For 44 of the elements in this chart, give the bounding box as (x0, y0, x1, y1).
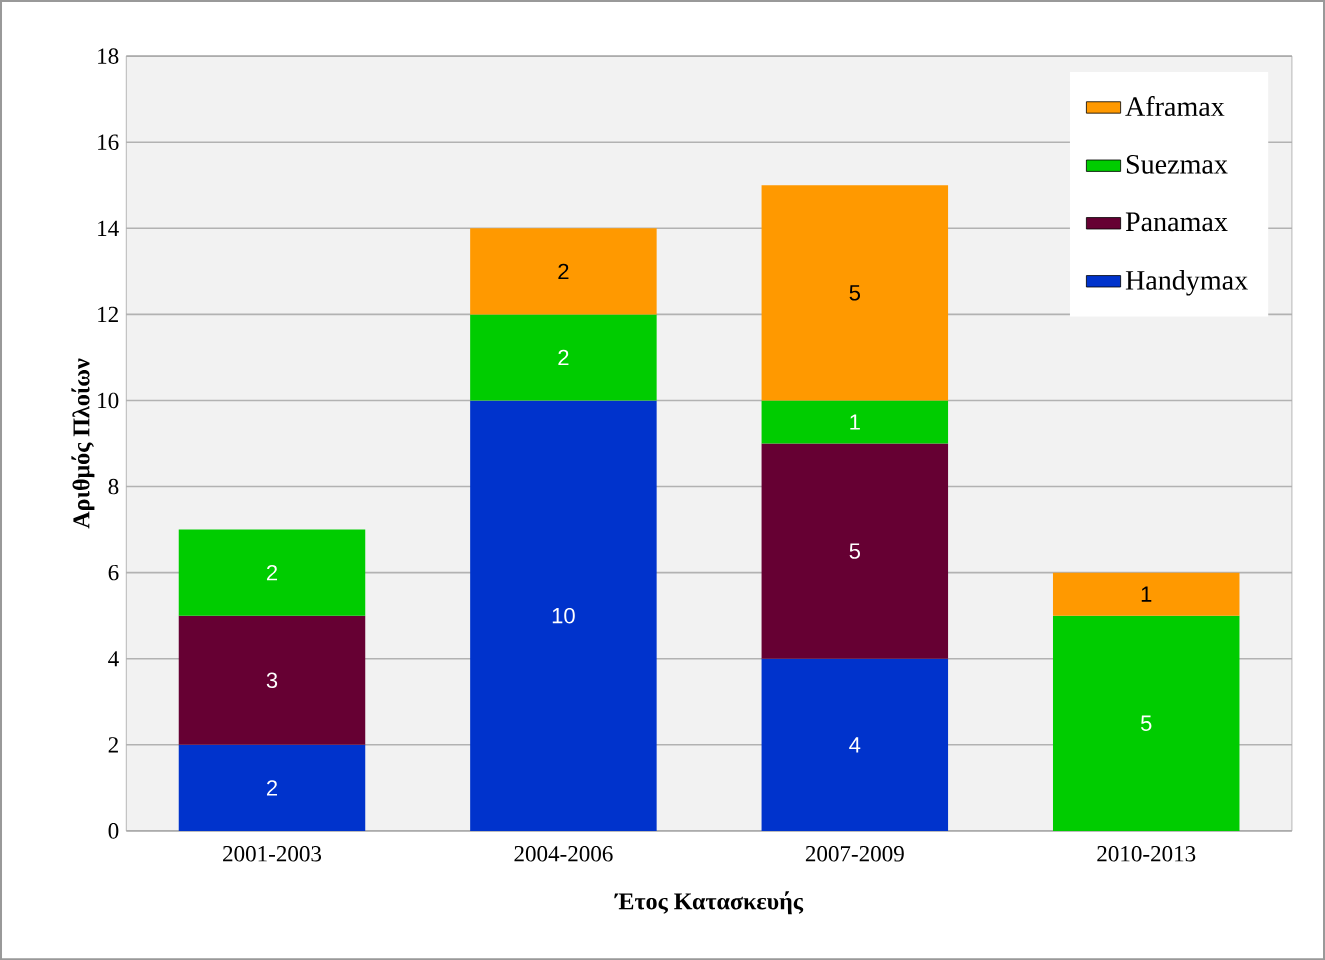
data-label: 5 (849, 543, 860, 559)
bar (761, 185, 949, 401)
bar (470, 228, 657, 315)
data-label: 3 (266, 672, 278, 688)
data-label: 2 (266, 564, 278, 581)
data-label: 10 (552, 607, 575, 624)
bar (178, 744, 366, 831)
legend-label: Aframax (1125, 95, 1225, 117)
x-axis-title: Έτος Κατασκευής (614, 891, 804, 915)
legend-label: Suezmax (1126, 154, 1228, 174)
data-label: 2 (266, 780, 278, 796)
data-label: 1 (1141, 586, 1152, 602)
bar (761, 443, 949, 659)
bar (1052, 572, 1240, 616)
y-axis-title: Αριθμός Πλοίων (71, 358, 95, 529)
y-tick-label: 14 (98, 220, 119, 236)
x-tick-label: 2004-2006 (514, 845, 613, 862)
bar (178, 529, 366, 616)
data-label: 4 (849, 737, 861, 753)
x-tick-label: 2007-2009 (805, 845, 904, 862)
bar (178, 615, 366, 745)
data-label: 5 (1140, 715, 1152, 731)
y-tick-label: 4 (108, 651, 119, 667)
y-tick-label: 10 (98, 392, 119, 409)
y-tick-label: 2 (108, 737, 118, 753)
y-tick-label: 18 (98, 48, 119, 64)
y-tick-label: 0 (108, 823, 119, 839)
y-tick-label: 16 (98, 134, 119, 150)
y-tick-label: 6 (108, 564, 119, 581)
data-label: 5 (849, 285, 860, 301)
y-tick-label: 8 (108, 478, 119, 495)
bar (470, 400, 657, 831)
x-tick-label: 2001-2003 (223, 845, 322, 862)
bar (761, 658, 949, 831)
y-tick-label: 12 (98, 306, 118, 322)
bar (761, 400, 949, 444)
data-label: 1 (850, 414, 860, 430)
data-label: 2 (558, 263, 569, 279)
bar (1052, 615, 1240, 831)
legend-label: Panamax (1125, 212, 1228, 232)
bar (470, 314, 657, 401)
data-label: 2 (558, 349, 569, 366)
x-tick-label: 2010-2013 (1097, 845, 1196, 862)
legend-label: Handymax (1125, 269, 1248, 296)
